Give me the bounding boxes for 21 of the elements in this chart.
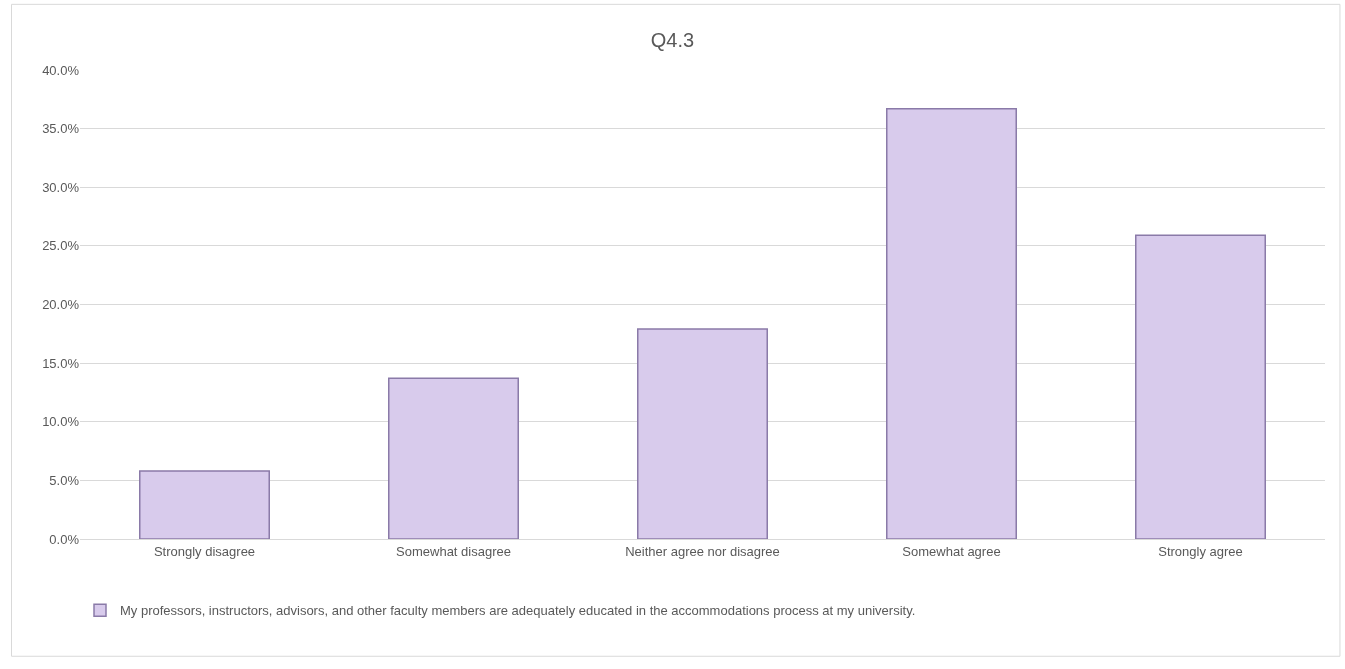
x-tick-label: Somewhat disagree: [396, 543, 511, 559]
y-tick-label: 20.0%: [42, 297, 80, 313]
x-tick-label: Somewhat agree: [902, 543, 1001, 559]
y-tick-label: 10.0%: [42, 414, 80, 430]
x-tick-label: Strongly agree: [1158, 543, 1243, 559]
x-tick-label: Strongly disagree: [153, 543, 256, 559]
legend-label: My professors, instructors, advisors, and other faculty members are adequately educated in the accommodations process at my university.: [120, 603, 916, 619]
y-tick-label: 25.0%: [42, 238, 80, 254]
bar: [886, 107, 1017, 539]
bar: [139, 470, 270, 539]
bar: [1135, 234, 1266, 539]
y-tick-label: 5.0%: [49, 472, 80, 488]
y-tick-label: 35.0%: [42, 121, 80, 137]
y-tick-label: 30.0%: [42, 179, 80, 195]
bar: [637, 328, 768, 539]
x-tick-label: Neither agree nor disagree: [625, 543, 780, 559]
bar: [388, 377, 519, 539]
y-tick-label: 0.0%: [49, 531, 80, 547]
y-tick-label: 40.0%: [42, 62, 80, 78]
y-tick-label: 15.0%: [42, 355, 80, 371]
chart-title: Q4.3: [650, 29, 695, 52]
